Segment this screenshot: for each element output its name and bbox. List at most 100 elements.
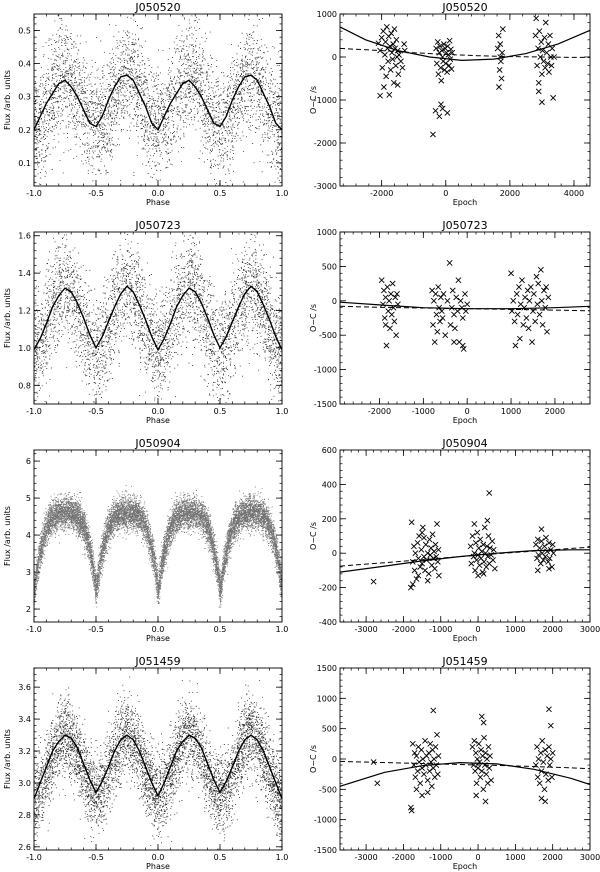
plot-area [340,706,590,814]
data-point [534,743,540,750]
data-point [419,756,426,762]
data-point [434,558,441,565]
fit-dashed [340,760,590,770]
x-axis-label: Phase [146,198,170,207]
data-point [534,536,541,543]
data-point [514,311,521,318]
panel-title: J051459 [441,655,487,668]
data-point [530,308,536,315]
data-point [410,762,417,768]
data-point [527,284,534,290]
y-tick-label: 0.3 [18,93,31,102]
data-point [444,109,451,116]
data-point [386,91,393,98]
data-point [387,43,393,50]
data-point [481,734,487,741]
y-tick-label: 0.2 [18,126,31,135]
data-point [542,304,549,311]
data-point [370,759,377,765]
data-point [435,572,442,579]
x-axis-label: Epoch [453,862,478,871]
data-point [539,99,545,106]
data-point [385,58,391,65]
data-point [393,36,400,43]
data-point [394,47,401,54]
data-points [34,232,282,404]
data-point [421,771,427,778]
data-point [535,88,542,95]
data-point [535,552,542,558]
data-point [438,77,445,84]
x-tick-label: 2000 [500,189,520,198]
data-point [534,301,541,308]
data-point [434,771,441,778]
x-tick-label: -1.0 [26,189,42,198]
data-point [510,297,517,304]
data-point [440,291,447,297]
data-point [435,71,442,78]
y-axis-label: Flux /arb. units [3,729,12,789]
x-tick-label: 1.0 [276,407,289,416]
data-point [437,318,443,325]
data-point [462,308,469,315]
data-point [422,762,429,768]
data-point [425,750,432,756]
data-point [431,565,438,572]
data-point [471,550,478,557]
data-point [542,553,549,560]
data-point [438,308,445,315]
fit-solid [340,26,590,62]
x-tick-label: -0.5 [88,853,104,862]
data-point [496,66,503,73]
data-point [548,62,555,69]
data-point [412,550,419,557]
x-tick-label: -1000 [429,625,452,634]
data-point [529,339,536,345]
data-point [418,546,425,553]
data-point [482,550,489,557]
data-point [438,101,444,108]
data-point [473,557,480,563]
binned-curve [34,734,282,800]
data-point [382,39,389,45]
data-point [488,777,495,784]
data-point [550,550,557,557]
data-point [395,71,402,78]
data-point [536,780,543,787]
panel-lightcurve-j050904: -1.0 -0.5 0.0 0.5 1.0 2 3 4 5 6 J050904 Phase Flux /… [3,437,288,643]
data-point [519,277,525,284]
data-point [543,771,549,778]
data-point [546,762,553,768]
plot-frame [339,231,591,405]
data-point [513,291,520,297]
data-point [496,84,502,91]
x-tick-label: 2000 [545,407,565,416]
data-point [447,321,454,328]
panel-title: J050904 [134,437,180,450]
y-tick-label: 2.6 [18,843,31,852]
data-point [386,297,393,304]
data-point [435,753,442,759]
data-point [481,558,487,565]
plot-area [34,14,282,186]
x-tick-label: 1000 [505,625,525,634]
data-point [535,79,542,86]
data-point [446,62,452,69]
data-point [497,41,504,48]
plot-frame [339,449,591,623]
y-tick-label: -400 [319,618,337,627]
data-point [429,531,436,538]
data-point [542,798,549,805]
data-point [447,56,454,63]
data-point [546,706,552,713]
data-point [413,753,420,759]
data-point [495,32,502,39]
data-point [435,284,442,290]
data-point [497,54,504,60]
data-point [477,536,484,543]
panel-title: J050904 [441,437,487,450]
y-axis-label: Flux /arb. units [3,70,12,130]
data-point [433,311,440,318]
y-tick-label: 1000 [317,694,337,703]
y-axis-label: Flux /arb. units [3,288,12,348]
